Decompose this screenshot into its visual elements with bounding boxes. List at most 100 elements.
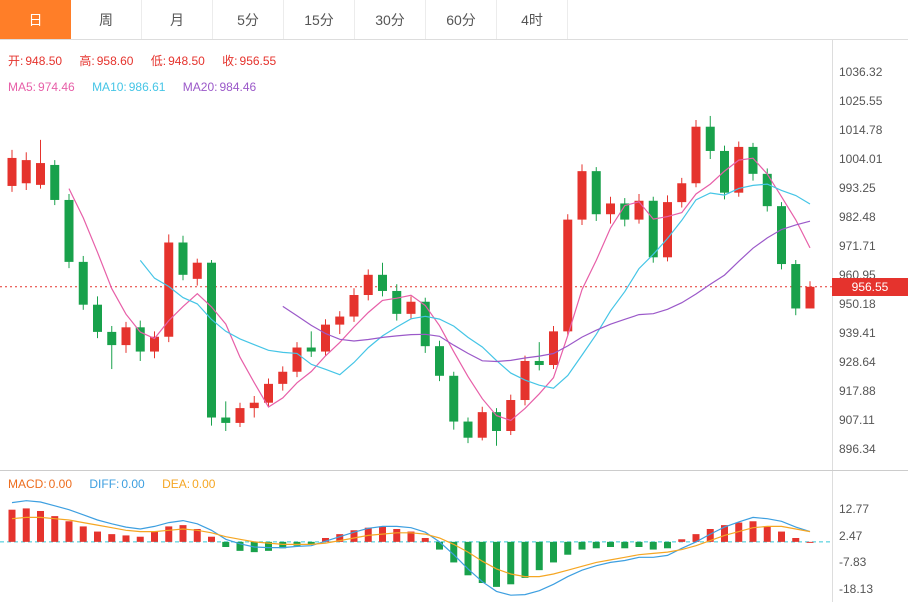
candle: [78, 255, 88, 310]
tab-month[interactable]: 月: [142, 0, 213, 39]
current-price-badge: 956.55: [832, 277, 908, 296]
candle: [762, 168, 772, 212]
macd-bar: [79, 526, 87, 542]
candle: [748, 142, 758, 181]
price-tick-label: 1014.78: [839, 123, 883, 137]
macd-bar: [678, 539, 686, 542]
price-tick-label: 939.41: [839, 325, 876, 340]
macd-bar: [94, 531, 101, 542]
macd-bar: [22, 508, 30, 542]
macd-bar: [51, 516, 59, 542]
ma20-readout: MA20: 984.46: [183, 80, 258, 94]
price-tick-label: 896.34: [839, 441, 876, 456]
candle: [563, 214, 573, 336]
high-label: 高:: [79, 54, 95, 68]
macd-bar: [535, 541, 543, 571]
price-tick-label: 1036.32: [839, 65, 883, 79]
macd-value: 0.00: [48, 477, 73, 491]
tab-4hour[interactable]: 4时: [497, 0, 568, 39]
macd-axis: 12.77 2.47 -7.83 -18.13: [832, 471, 908, 602]
candle: [420, 297, 430, 353]
candle: [363, 269, 373, 301]
price-tick-label: 993.25: [839, 180, 876, 195]
macd-bar: [421, 537, 429, 542]
candle: [178, 235, 188, 281]
macd-bar: [721, 525, 728, 542]
price-axis: 1036.32 1025.55 1014.78 1004.01 993.25 982.48…: [832, 40, 908, 470]
ma5-label: MA5:: [8, 80, 37, 94]
open-label: 开:: [8, 54, 24, 68]
candle: [705, 115, 715, 160]
macd-bar: [393, 528, 401, 542]
candle: [21, 152, 31, 190]
macd-bar: [621, 541, 629, 549]
macd-bar: [792, 537, 800, 542]
candlestick-chart[interactable]: [0, 40, 832, 470]
candle: [591, 167, 601, 221]
candle: [207, 260, 216, 426]
tab-day[interactable]: 日: [0, 0, 71, 39]
candle: [36, 139, 45, 189]
macd-bar: [65, 521, 73, 542]
macd-bar: [279, 541, 287, 549]
low-value: 948.50: [168, 54, 205, 68]
tab-60min[interactable]: 60分: [426, 0, 497, 39]
candle: [264, 378, 273, 407]
candle: [805, 281, 815, 309]
candle: [121, 321, 131, 353]
dea-value: 0.00: [192, 477, 216, 491]
candle: [634, 194, 644, 224]
macd-bar: [578, 541, 586, 550]
open-value: 948.50: [25, 54, 63, 68]
price-tick-label: 907.11: [839, 412, 875, 427]
macd-bar: [692, 534, 700, 542]
candle: [463, 417, 473, 444]
macd-bar: [493, 541, 500, 587]
macd-bar: [350, 530, 358, 542]
tab-week[interactable]: 周: [71, 0, 142, 39]
tab-5min[interactable]: 5分: [213, 0, 284, 39]
ma-readout: MA5: 974.46 MA10: 986.61 MA20: 984.46: [8, 80, 270, 94]
macd-bar: [763, 526, 771, 542]
candle: [506, 394, 516, 436]
candle: [64, 194, 74, 269]
candle: [349, 288, 359, 322]
price-tick-label: 1004.01: [839, 152, 883, 166]
ma5-line: [68, 157, 811, 422]
close-value: 956.55: [239, 54, 277, 68]
macd-bar: [336, 534, 344, 542]
tab-15min[interactable]: 15分: [284, 0, 355, 39]
candle: [620, 198, 630, 227]
macd-bar: [806, 541, 814, 543]
candle: [221, 401, 231, 431]
ma10-readout: MA10: 986.61: [92, 80, 171, 94]
candle: [734, 141, 744, 197]
macd-bar: [592, 541, 600, 549]
ma5-value: 974.46: [38, 80, 75, 94]
candles-layer: [7, 115, 815, 446]
macd-bar: [364, 527, 372, 542]
candle: [378, 262, 387, 297]
candle: [477, 406, 487, 441]
tab-30min[interactable]: 30分: [355, 0, 426, 39]
candle: [335, 311, 345, 335]
ma10-label: MA10:: [92, 80, 127, 94]
ma10-line: [139, 183, 811, 389]
candle: [720, 145, 729, 200]
candle: [278, 366, 288, 391]
price-tick-label: 950.18: [839, 296, 876, 311]
dea-readout: DEA: 0.00: [162, 477, 217, 491]
macd-bar: [649, 541, 657, 550]
macd-bar: [307, 541, 315, 545]
macd-bar: [407, 531, 415, 542]
candle: [107, 325, 117, 370]
macd-bar: [236, 541, 244, 551]
macd-bar: [37, 510, 44, 542]
candle: [606, 196, 615, 224]
macd-chart[interactable]: [0, 471, 832, 602]
macd-bar: [179, 525, 187, 542]
candle: [50, 160, 60, 206]
candle: [691, 119, 701, 188]
candle: [235, 402, 245, 427]
macd-bar: [749, 521, 757, 542]
